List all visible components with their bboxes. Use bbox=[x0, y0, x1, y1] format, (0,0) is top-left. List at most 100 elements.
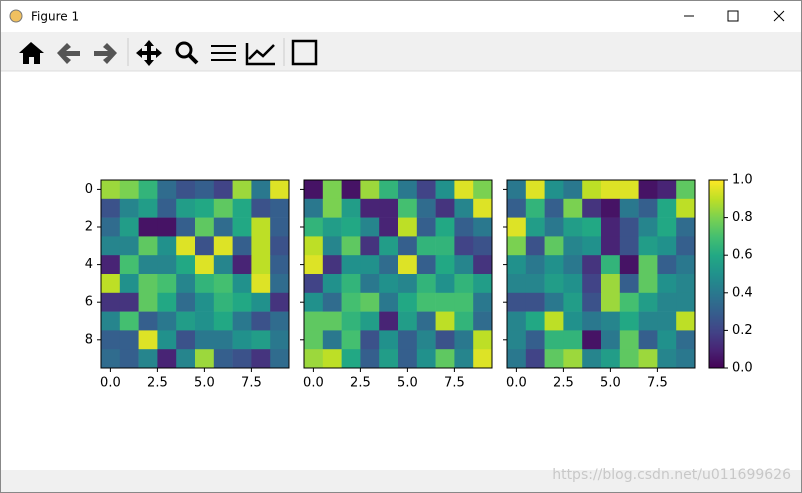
heatmap-cell bbox=[507, 311, 527, 331]
heatmap-cell bbox=[304, 255, 324, 275]
colorbar-segment bbox=[709, 312, 724, 315]
heatmap-cell bbox=[601, 236, 621, 256]
heatmap-cell bbox=[119, 292, 139, 312]
colorbar-segment bbox=[709, 210, 724, 213]
colorbar-segment bbox=[709, 258, 724, 261]
heatmap-cell bbox=[454, 217, 474, 237]
heatmap-cell bbox=[507, 292, 527, 312]
colorbar-tick-label: 0.0 bbox=[732, 361, 753, 376]
heatmap-cell bbox=[416, 311, 436, 331]
heatmap-cell bbox=[435, 330, 455, 350]
heatmap-cell bbox=[473, 311, 493, 331]
colorbar-segment bbox=[709, 306, 724, 309]
heatmap-cell bbox=[379, 198, 399, 218]
x-tick-label: 0.0 bbox=[100, 376, 121, 391]
heatmap-cell bbox=[213, 330, 233, 350]
x-tick-label: 2.5 bbox=[553, 376, 574, 391]
heatmap-cell bbox=[176, 330, 196, 350]
heatmap-cell bbox=[435, 292, 455, 312]
heatmap-cell bbox=[619, 330, 639, 350]
home-button[interactable] bbox=[19, 42, 44, 64]
heatmap-cell bbox=[416, 255, 436, 275]
heatmap-cell bbox=[435, 198, 455, 218]
heatmap-cell bbox=[270, 274, 290, 294]
heatmap-cell bbox=[473, 330, 493, 350]
heatmap-cell bbox=[638, 255, 658, 275]
heatmap-cell bbox=[270, 236, 290, 256]
heatmap-cell bbox=[232, 255, 252, 275]
heatmap-cell bbox=[601, 330, 621, 350]
heatmap-cell bbox=[657, 236, 677, 256]
colorbar-segment bbox=[709, 318, 724, 321]
axes-frame bbox=[506, 179, 696, 369]
colorbar-segment bbox=[709, 314, 724, 317]
heatmap-cell bbox=[138, 236, 158, 256]
heatmap-cell bbox=[101, 217, 121, 237]
colorbar-segment bbox=[709, 278, 724, 281]
heatmap-cell bbox=[473, 180, 493, 200]
edit-axes-button[interactable] bbox=[245, 43, 275, 66]
heatmap-cell bbox=[379, 255, 399, 275]
heatmap-cell bbox=[195, 274, 215, 294]
heatmap-cell bbox=[232, 311, 252, 331]
heatmap-cell bbox=[232, 217, 252, 237]
colorbar-segment bbox=[709, 280, 724, 283]
colorbar-segment bbox=[709, 328, 724, 331]
maximize-button[interactable] bbox=[727, 10, 739, 22]
heatmap-cell bbox=[213, 198, 233, 218]
save-button[interactable] bbox=[291, 39, 318, 66]
heatmap-cell bbox=[582, 349, 602, 369]
heatmap-cell bbox=[322, 180, 342, 200]
heatmap-cell bbox=[544, 255, 564, 275]
heatmap-cell bbox=[379, 349, 399, 369]
heatmap-cell bbox=[563, 255, 583, 275]
heatmap-cell bbox=[157, 180, 177, 200]
colorbar-segment bbox=[709, 304, 724, 307]
zoom-button[interactable] bbox=[175, 41, 193, 59]
heatmap-cell bbox=[416, 217, 436, 237]
heatmap-cell bbox=[157, 236, 177, 256]
close-button[interactable] bbox=[773, 10, 785, 22]
subplots-button[interactable] bbox=[211, 45, 236, 61]
pan-button[interactable] bbox=[136, 40, 162, 66]
heatmap-cell bbox=[360, 236, 380, 256]
heatmap-cell bbox=[473, 349, 493, 369]
colorbar-segment bbox=[709, 218, 724, 221]
heatmap-cell bbox=[322, 311, 342, 331]
heatmap-cell bbox=[563, 292, 583, 312]
heatmap-cell bbox=[544, 274, 564, 294]
heatmap-cell bbox=[454, 180, 474, 200]
heatmap-cell bbox=[473, 217, 493, 237]
heatmap-cell bbox=[563, 274, 583, 294]
heatmap-cell bbox=[138, 330, 158, 350]
heatmap-cell bbox=[101, 180, 121, 200]
y-tick-label: 6 bbox=[85, 295, 93, 310]
heatmap-cell bbox=[101, 236, 121, 256]
colorbar-segment bbox=[709, 296, 724, 299]
x-tick-label: 7.5 bbox=[647, 376, 668, 391]
heatmap-cell bbox=[454, 274, 474, 294]
heatmap-cell bbox=[341, 180, 361, 200]
heatmap-cell bbox=[213, 292, 233, 312]
heatmap-cell bbox=[657, 311, 677, 331]
heatmap-cell bbox=[582, 255, 602, 275]
heatmap-cell bbox=[619, 180, 639, 200]
colorbar-segment bbox=[709, 362, 724, 365]
heatmap-cell bbox=[525, 217, 545, 237]
heatmap-cell bbox=[176, 217, 196, 237]
colorbar-segment bbox=[709, 186, 724, 189]
colorbar-segment bbox=[709, 226, 724, 229]
colorbar-segment bbox=[709, 364, 724, 367]
back-button[interactable] bbox=[57, 43, 80, 64]
colorbar-segment bbox=[709, 264, 724, 267]
heatmap-cell bbox=[157, 274, 177, 294]
y-tick-label: 2 bbox=[85, 220, 93, 235]
heatmap-cell bbox=[657, 217, 677, 237]
heatmap-cell bbox=[360, 274, 380, 294]
toolbar bbox=[1, 32, 801, 71]
colorbar-segment bbox=[709, 346, 724, 349]
heatmap-cell bbox=[176, 292, 196, 312]
forward-button[interactable] bbox=[94, 43, 117, 64]
heatmap-cell bbox=[101, 330, 121, 350]
